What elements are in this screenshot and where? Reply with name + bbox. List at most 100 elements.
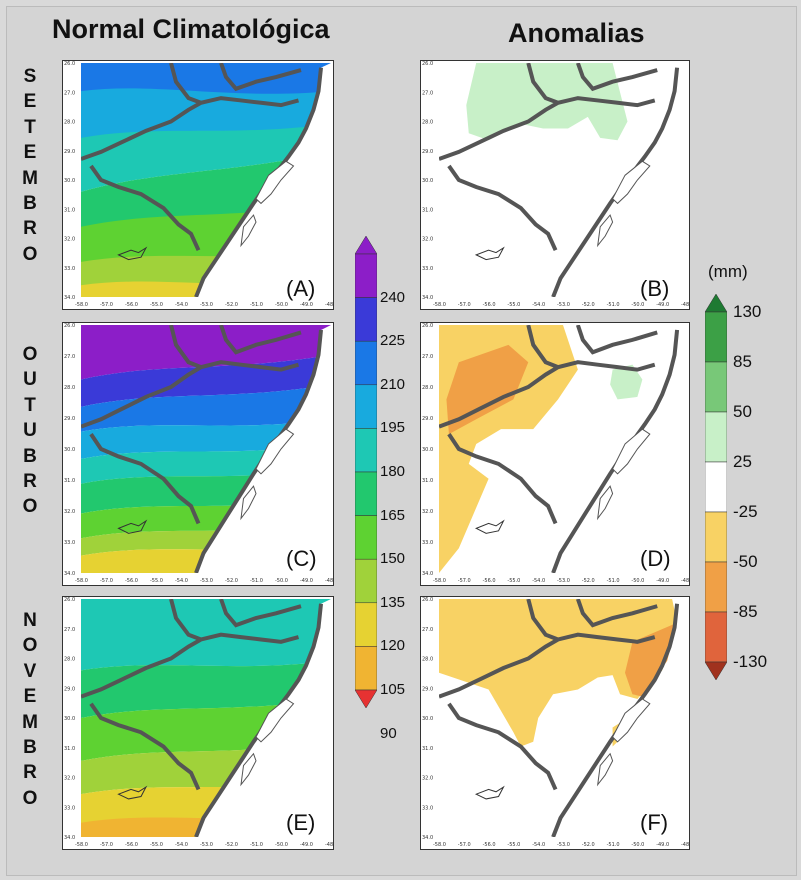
lon-tick: -58.0 — [75, 302, 88, 308]
month-letter: B — [23, 445, 37, 467]
anomaly-segment — [705, 561, 727, 613]
lon-tick: -57.0 — [100, 302, 113, 308]
month-letter: R — [23, 218, 37, 240]
normal-colorbar-tick: 240 — [380, 288, 406, 306]
mapA-svg: 26.0 27.0 28.0 29.0 30.0 31.0 32.0 33.0 34.0-58.… — [64, 61, 333, 308]
lon-tick: -56.0 — [483, 302, 496, 308]
anomaly-colorbar-tick: -130 — [733, 652, 768, 671]
anomaly-segment — [705, 311, 727, 363]
panel-label-e: (E) — [286, 810, 316, 835]
mapD-svg: 26.0 27.0 28.0 29.0 30.0 31.0 32.0 33.0 34.0-58.… — [422, 323, 689, 584]
lat-tick: 27.0 — [422, 90, 433, 96]
panel-label-c: (C) — [286, 546, 317, 571]
lon-tick: -57.0 — [100, 578, 113, 584]
lat-tick: 34.0 — [422, 835, 433, 841]
month-letter: O — [22, 787, 38, 809]
lon-tick: -54.0 — [532, 578, 545, 584]
lon-tick: -56.0 — [125, 842, 138, 848]
lon-tick: -48.0 — [681, 302, 689, 308]
lon-tick: -55.0 — [150, 302, 163, 308]
lon-tick: -51.0 — [250, 842, 263, 848]
lat-tick: 33.0 — [64, 805, 75, 811]
colorbar-segment — [355, 384, 377, 429]
lat-tick: 30.0 — [422, 178, 433, 184]
anomaly-colorbar-tick: -85 — [733, 602, 758, 621]
month-letter: M — [22, 711, 38, 733]
lon-tick: -55.0 — [150, 578, 163, 584]
month-letter: M — [22, 167, 38, 189]
mapC-svg: 26.0 27.0 28.0 29.0 30.0 31.0 32.0 33.0 34.0-58.… — [64, 323, 333, 584]
normal-colorbar-tick: 225 — [380, 332, 406, 350]
panel-label-d: (D) — [640, 546, 671, 571]
normal-colorbar-tick: 135 — [380, 593, 406, 611]
lat-tick: 29.0 — [64, 416, 75, 422]
panel-label-b: (B) — [640, 276, 670, 301]
panel-label-f: (F) — [640, 810, 669, 835]
lat-tick: 29.0 — [422, 686, 433, 692]
lat-tick: 26.0 — [422, 61, 433, 67]
normal-colorbar-tick: 120 — [380, 637, 406, 655]
month-letter: E — [23, 91, 37, 113]
month-letter: U — [23, 420, 37, 442]
mapB-svg: 26.0 27.0 28.0 29.0 30.0 31.0 32.0 33.0 34.0-58.… — [422, 61, 689, 308]
lat-tick: 28.0 — [422, 385, 433, 391]
lon-tick: -57.0 — [100, 842, 113, 848]
lat-tick: 32.0 — [422, 237, 433, 243]
month-letter: B — [23, 192, 37, 214]
month-letter: O — [22, 243, 38, 265]
map-anomaly-novembro: 26.0 27.0 28.0 29.0 30.0 31.0 32.0 33.0 34.0 -58.… — [420, 596, 690, 850]
colorbar-segment — [355, 340, 377, 386]
month-letter: R — [23, 762, 37, 784]
lon-tick: -51.0 — [607, 842, 620, 848]
lon-tick: -58.0 — [433, 842, 446, 848]
anomaly-colorbar-tick: 50 — [733, 402, 752, 421]
lon-tick: -57.0 — [458, 302, 471, 308]
anomaly-arrow-bottom — [705, 661, 727, 680]
lat-tick: 27.0 — [64, 90, 75, 96]
lon-tick: -58.0 — [433, 302, 446, 308]
lon-tick: -56.0 — [483, 578, 496, 584]
map-anomaly-outubro: 26.0 27.0 28.0 29.0 30.0 31.0 32.0 33.0 34.0 -58.… — [420, 322, 690, 586]
lat-tick: 30.0 — [422, 447, 433, 453]
month-letter: U — [23, 369, 37, 391]
colorbar-segment — [355, 297, 377, 342]
lat-tick: 32.0 — [422, 776, 433, 782]
lat-tick: 32.0 — [64, 237, 75, 243]
normal-colorbar-tick: 180 — [380, 463, 406, 480]
map-anomaly-setembro: 26.0 27.0 28.0 29.0 30.0 31.0 32.0 33.0 34.0 -58.… — [420, 60, 690, 310]
lon-tick: -57.0 — [458, 842, 471, 848]
lon-tick: -54.0 — [532, 302, 545, 308]
anomaly-colorbar-tick: 25 — [733, 452, 752, 471]
lat-tick: 34.0 — [64, 295, 75, 301]
normal-colorbar — [355, 236, 377, 708]
lat-tick: 28.0 — [422, 657, 433, 663]
anomaly-segment — [705, 461, 727, 513]
normal-colorbar-tick: 195 — [380, 419, 406, 437]
lon-tick: -55.0 — [507, 842, 520, 848]
lon-tick: -52.0 — [582, 842, 595, 848]
lat-tick: 27.0 — [64, 354, 75, 360]
lat-tick: 27.0 — [422, 627, 433, 633]
month-letter: T — [24, 394, 36, 416]
colorbar-segment — [355, 646, 377, 691]
lon-tick: -50.0 — [275, 302, 288, 308]
lat-tick: 26.0 — [64, 597, 75, 603]
normal-colorbar-tick: 90 — [380, 724, 397, 742]
lon-tick: -50.0 — [275, 578, 288, 584]
lat-tick: 28.0 — [64, 385, 75, 391]
lon-tick: -56.0 — [125, 578, 138, 584]
lon-tick: -52.0 — [225, 302, 238, 308]
lon-tick: -54.0 — [175, 842, 188, 848]
lon-tick: -53.0 — [200, 302, 213, 308]
lon-tick: -50.0 — [275, 842, 288, 848]
lat-tick: 26.0 — [422, 597, 433, 603]
month-letter: N — [23, 610, 37, 631]
lat-tick: 30.0 — [64, 716, 75, 722]
anomaly-segment — [705, 411, 727, 463]
lat-tick: 33.0 — [64, 540, 75, 546]
lat-tick: 31.0 — [422, 207, 433, 213]
anomaly-colorbar-tick: 85 — [733, 352, 752, 371]
lon-tick: -58.0 — [433, 578, 446, 584]
lon-tick: -48.0 — [325, 578, 333, 584]
